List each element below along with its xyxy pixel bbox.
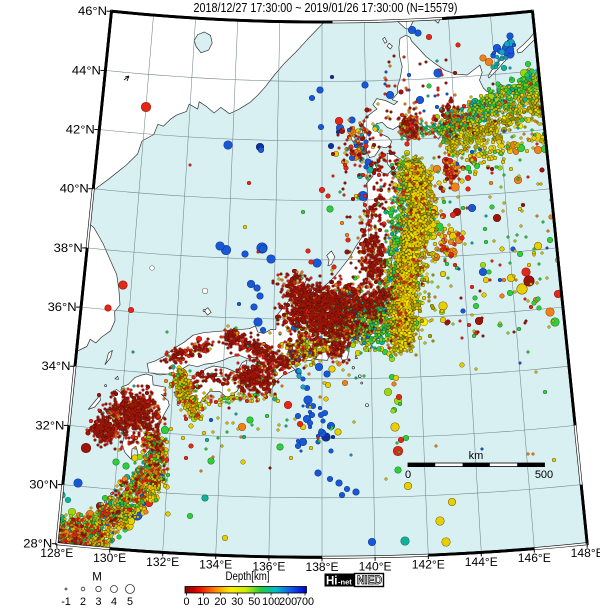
svg-text:42°N: 42°N	[66, 123, 95, 137]
svg-text:-net: -net	[338, 578, 352, 587]
svg-text:30: 30	[231, 596, 243, 608]
svg-text:144°E: 144°E	[465, 555, 498, 569]
svg-text:142°E: 142°E	[412, 558, 445, 572]
svg-text:2: 2	[80, 596, 86, 608]
svg-text:134°E: 134°E	[199, 558, 232, 572]
svg-text:128°E: 128°E	[40, 546, 73, 560]
svg-text:38°N: 38°N	[54, 241, 83, 255]
svg-text:46°N: 46°N	[78, 4, 107, 18]
svg-text:-1: -1	[61, 596, 71, 608]
svg-text:36°N: 36°N	[48, 300, 77, 314]
svg-text:0: 0	[405, 469, 411, 481]
svg-text:Hi: Hi	[326, 576, 338, 588]
svg-text:0: 0	[183, 596, 189, 608]
svg-text:100: 100	[262, 596, 280, 608]
svg-text:20: 20	[214, 596, 226, 608]
svg-text:44°N: 44°N	[72, 63, 101, 77]
svg-text:NIED: NIED	[357, 575, 382, 587]
svg-text:10: 10	[197, 596, 209, 608]
svg-text:200: 200	[279, 596, 297, 608]
svg-text:138°E: 138°E	[306, 560, 339, 574]
svg-text:148°E: 148°E	[571, 546, 600, 560]
svg-text:M: M	[92, 572, 102, 584]
svg-text:28°N: 28°N	[23, 537, 52, 551]
svg-text:32°N: 32°N	[35, 418, 64, 432]
svg-text:40°N: 40°N	[60, 182, 89, 196]
svg-text:700: 700	[296, 596, 314, 608]
svg-text:136°E: 136°E	[252, 559, 285, 573]
svg-text:5: 5	[127, 596, 133, 608]
svg-text:km: km	[469, 450, 484, 462]
svg-text:3: 3	[95, 596, 101, 608]
svg-text:4: 4	[111, 596, 117, 608]
svg-text:Depth[km]: Depth[km]	[226, 571, 270, 583]
svg-text:50: 50	[248, 596, 260, 608]
svg-text:2018/12/27 17:30:00 ~ 2019/01/: 2018/12/27 17:30:00 ~ 2019/01/26 17:30:0…	[194, 0, 458, 15]
svg-text:130°E: 130°E	[93, 551, 126, 565]
svg-text:34°N: 34°N	[42, 359, 71, 373]
svg-text:500: 500	[535, 469, 553, 481]
svg-text:146°E: 146°E	[518, 551, 551, 565]
svg-text:140°E: 140°E	[359, 559, 392, 573]
svg-text:132°E: 132°E	[146, 555, 179, 569]
svg-text:30°N: 30°N	[29, 478, 58, 492]
